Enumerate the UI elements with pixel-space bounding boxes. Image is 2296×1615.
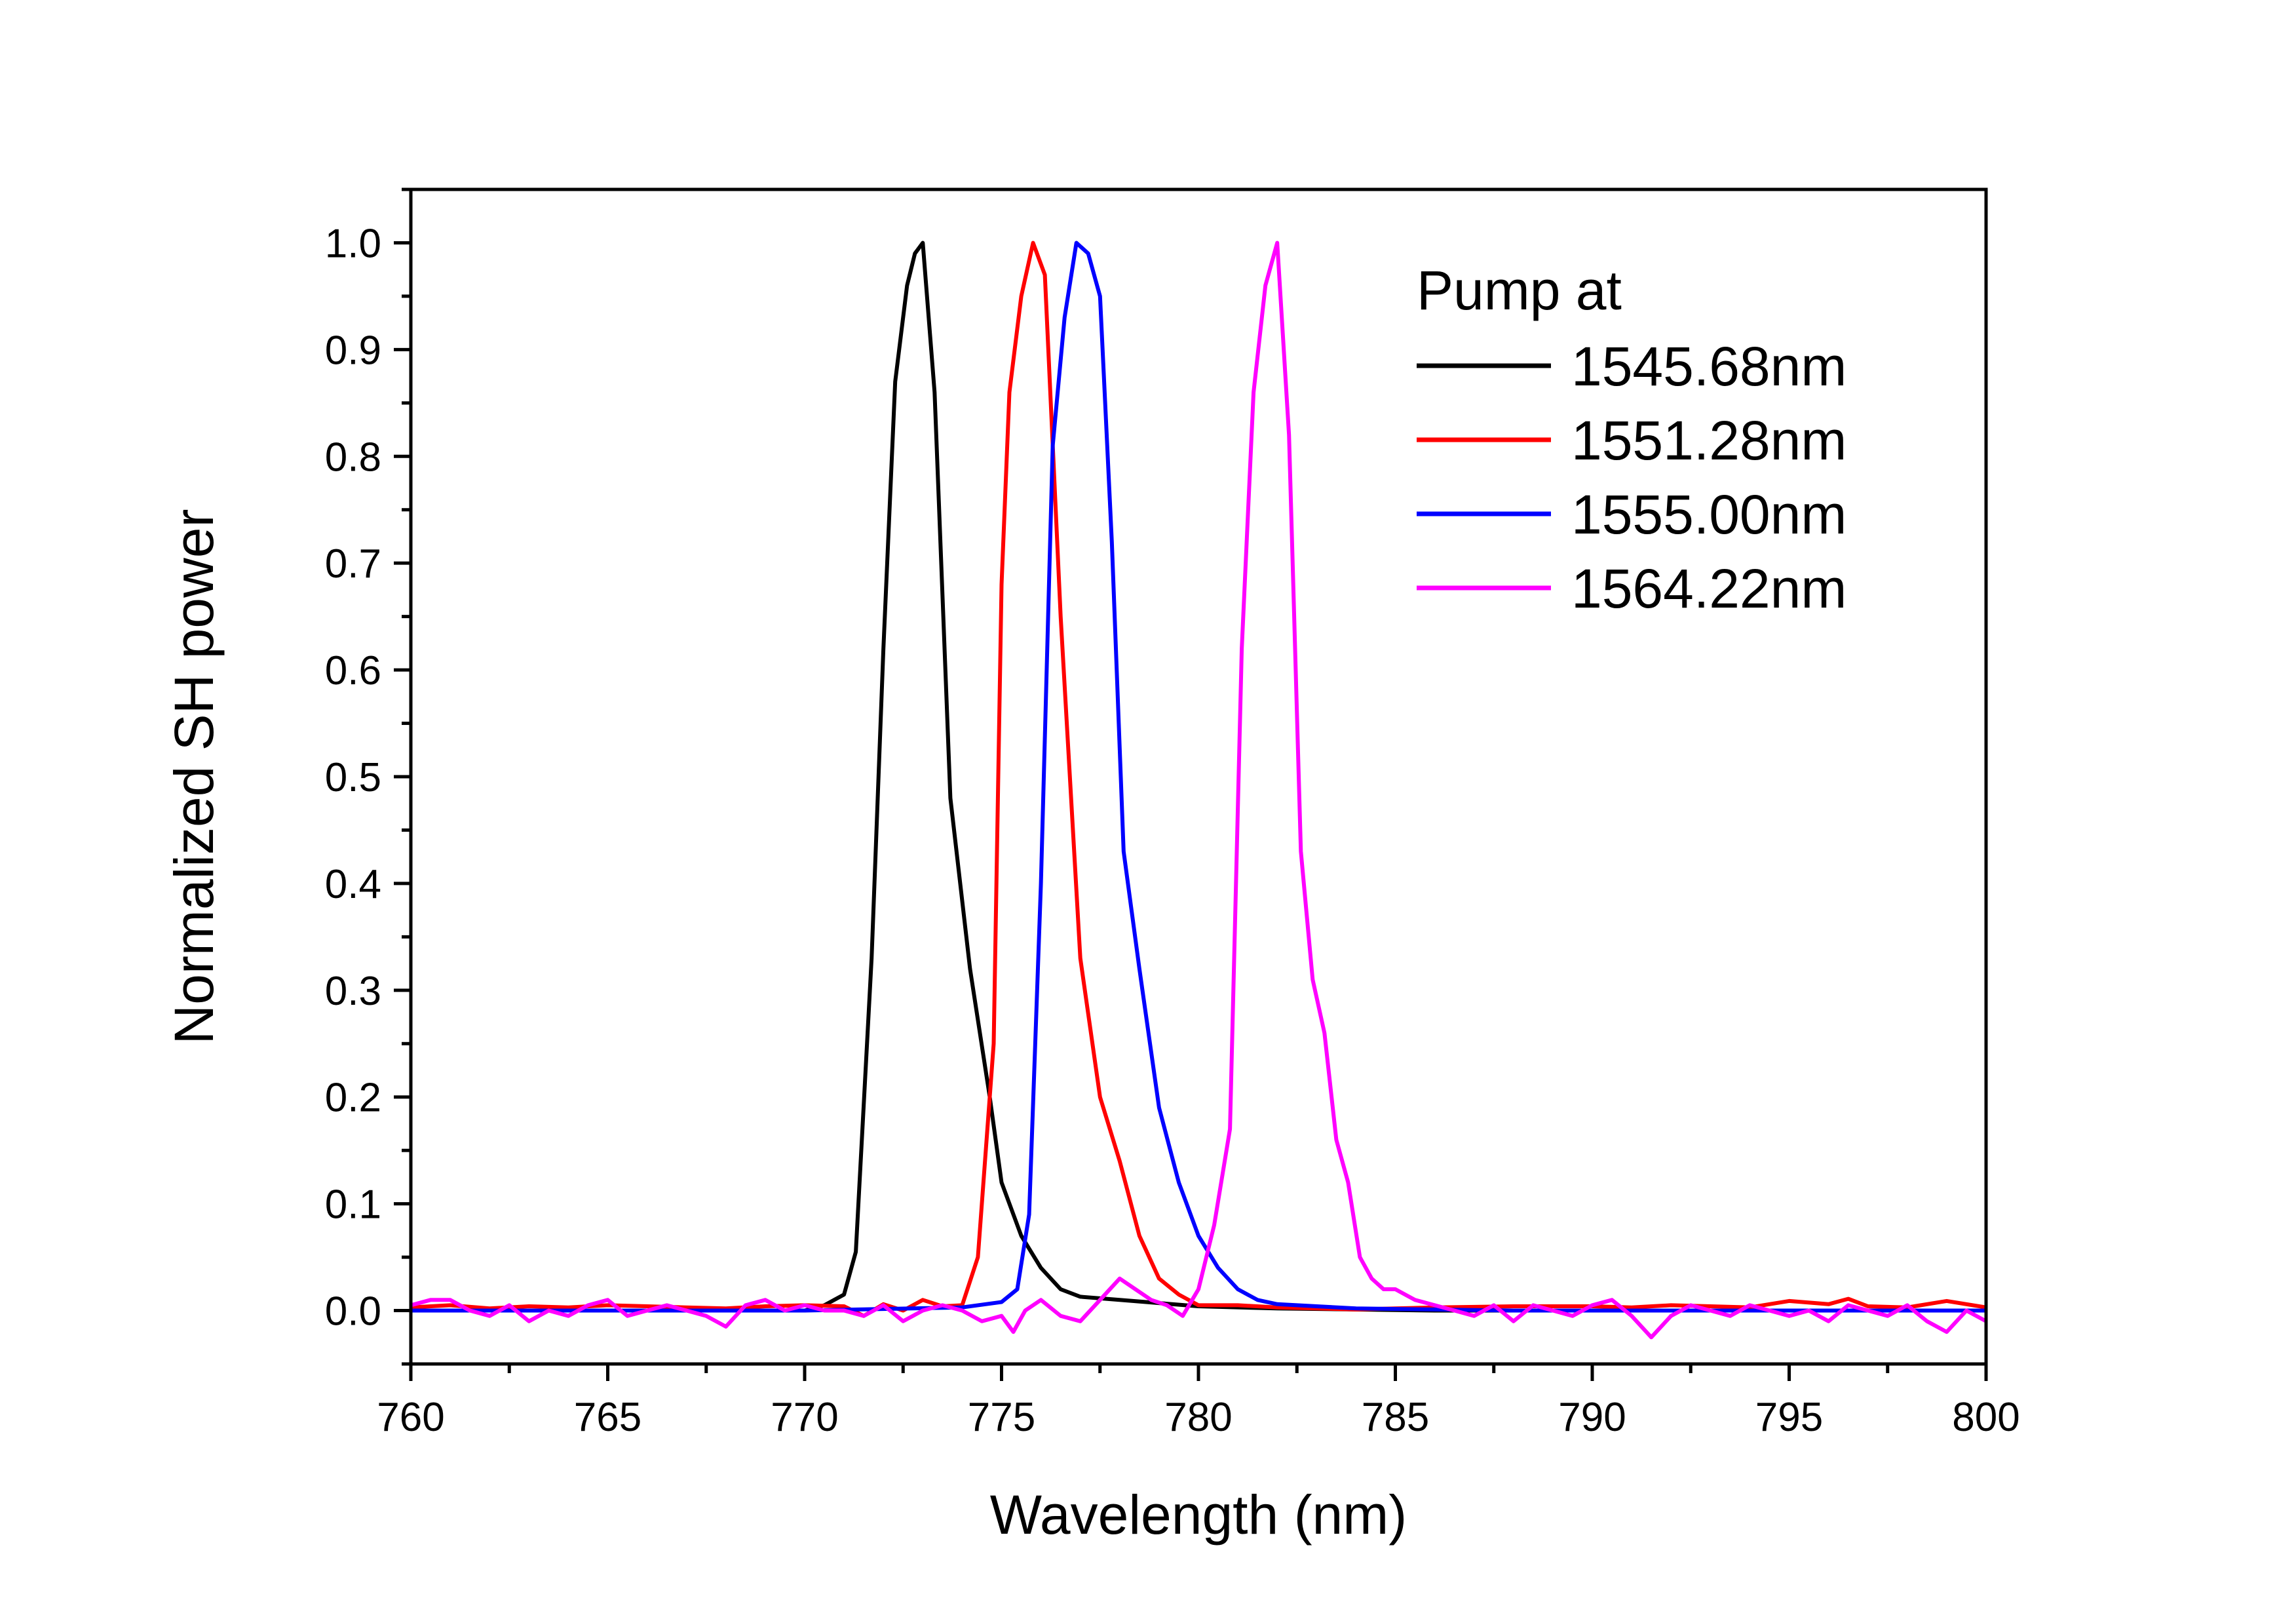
- x-axis-ticks: 760 765 770 775 780 785 790 795 800: [377, 1364, 2020, 1440]
- x-tick-label: 795: [1755, 1395, 1823, 1440]
- x-axis-title: Wavelength (nm): [990, 1484, 1407, 1546]
- y-tick-label: 0.0: [325, 1289, 381, 1334]
- y-tick-label: 0.6: [325, 648, 381, 693]
- y-tick-label: 1.0: [325, 221, 381, 266]
- x-tick-label: 785: [1362, 1395, 1429, 1440]
- legend-title: Pump at: [1417, 260, 1622, 321]
- x-tick-label: 760: [377, 1395, 444, 1440]
- x-tick-label: 790: [1558, 1395, 1626, 1440]
- legend-label: 1545.68nm: [1571, 336, 1846, 397]
- legend-label: 1564.22nm: [1571, 558, 1846, 619]
- y-tick-label: 0.2: [325, 1076, 381, 1121]
- y-tick-label: 0.7: [325, 541, 381, 587]
- legend-label: 1551.28nm: [1571, 410, 1846, 471]
- y-axis-ticks: 0.0 0.1 0.2 0.3 0.4 0.5 0.6 0.7 0.8 0.9 1.0: [325, 187, 411, 1366]
- x-tick-label: 765: [574, 1395, 641, 1440]
- y-tick-label: 0.5: [325, 755, 381, 800]
- y-tick-label: 0.3: [325, 969, 381, 1014]
- x-tick-label: 775: [968, 1395, 1035, 1440]
- legend: Pump at 1545.68nm 1551.28nm 1555.00nm 1564.…: [1417, 260, 1846, 619]
- x-tick-label: 780: [1164, 1395, 1232, 1440]
- x-tick-label: 800: [1952, 1395, 2019, 1440]
- y-tick-label: 0.9: [325, 328, 381, 373]
- series-line-4: [411, 241, 1986, 1340]
- y-tick-label: 0.1: [325, 1182, 381, 1228]
- legend-label: 1555.00nm: [1571, 484, 1846, 545]
- y-axis-title: Normalized SH power: [163, 509, 225, 1045]
- series-layer: [411, 241, 1986, 1340]
- series-line-3: [411, 241, 1986, 1313]
- y-tick-label: 0.4: [325, 862, 381, 907]
- y-tick-label: 0.8: [325, 435, 381, 480]
- x-tick-label: 770: [771, 1395, 838, 1440]
